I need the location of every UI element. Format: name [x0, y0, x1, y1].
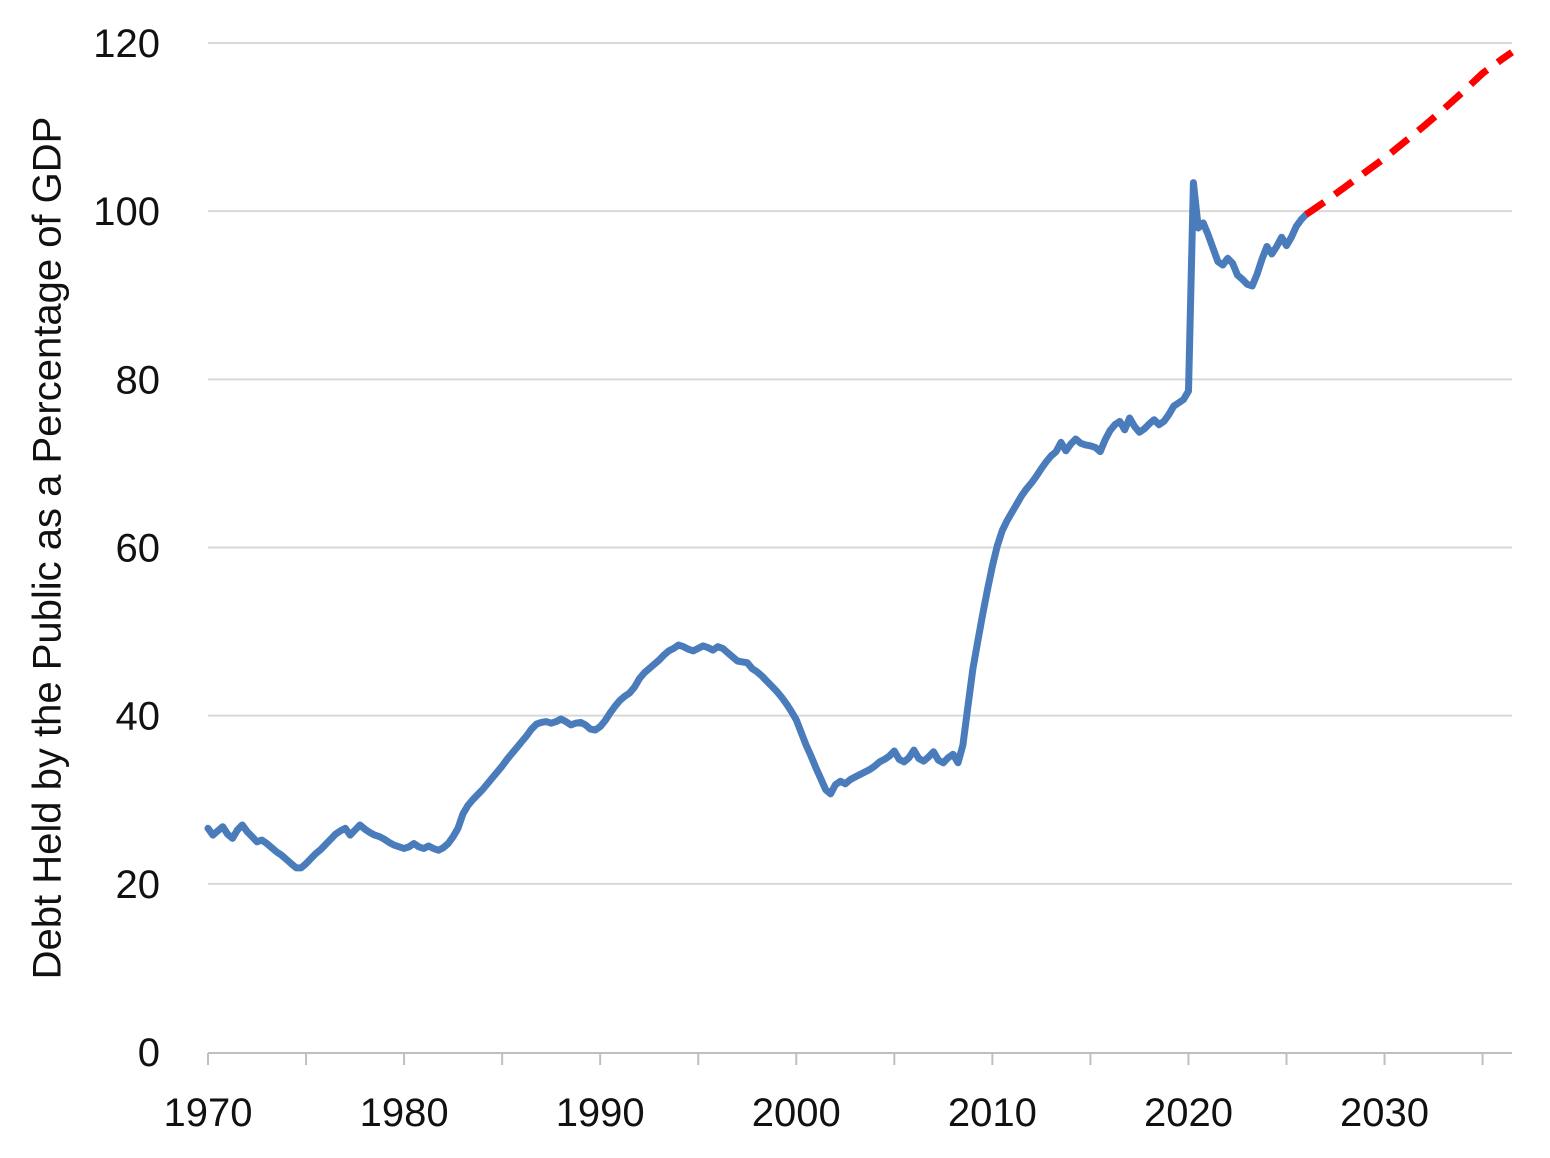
- x-tick-label: 2010: [948, 1091, 1037, 1135]
- x-tick-label: 2020: [1144, 1091, 1233, 1135]
- y-tick-label: 0: [138, 1031, 160, 1075]
- y-tick-label: 100: [93, 190, 160, 234]
- y-tick-label: 60: [116, 527, 161, 571]
- y-axis-title: Debt Held by the Public as a Percentage …: [25, 116, 70, 980]
- y-tick-label: 40: [116, 695, 161, 739]
- x-tick-label: 1970: [164, 1091, 253, 1135]
- x-tick-label: 1990: [556, 1091, 645, 1135]
- x-tick-label: 2030: [1340, 1091, 1429, 1135]
- y-tick-label: 80: [116, 358, 161, 402]
- x-tick-label: 1980: [360, 1091, 449, 1135]
- projection-line: [1304, 49, 1514, 218]
- x-tick-label: 2000: [752, 1091, 841, 1135]
- historical-line: [204, 179, 1310, 872]
- y-tick-label: 20: [116, 863, 161, 907]
- y-tick-label: 120: [93, 22, 160, 66]
